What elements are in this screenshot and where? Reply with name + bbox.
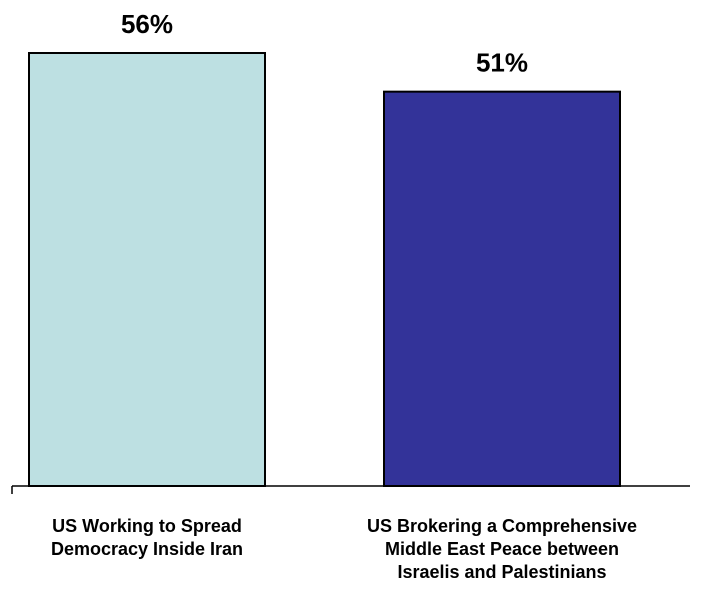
category-label-line: Democracy Inside Iran bbox=[51, 539, 243, 559]
axis-group bbox=[11, 485, 690, 494]
category-label-line: Israelis and Palestinians bbox=[397, 562, 606, 582]
category-label-2: US Brokering a Comprehensive Middle East … bbox=[367, 516, 637, 582]
category-label-line: US Working to Spread bbox=[52, 516, 242, 536]
bar-2 bbox=[383, 90, 621, 488]
category-label-line: US Brokering a Comprehensive bbox=[367, 516, 637, 536]
bar-1 bbox=[28, 52, 266, 487]
value-label-2: 51% bbox=[476, 48, 528, 78]
category-labels-group: US Working to Spread Democracy Inside Ira… bbox=[51, 516, 637, 582]
value-label-1: 56% bbox=[121, 9, 173, 39]
value-labels-group: 56% 51% bbox=[121, 9, 528, 78]
category-label-line: Middle East Peace between bbox=[385, 539, 619, 559]
bars-group bbox=[28, 52, 621, 488]
category-label-1: US Working to Spread Democracy Inside Ira… bbox=[51, 516, 243, 559]
